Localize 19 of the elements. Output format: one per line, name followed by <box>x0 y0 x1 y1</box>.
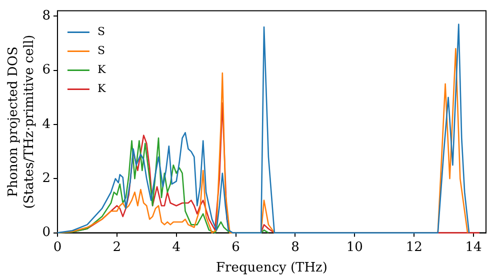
legend-label: K <box>97 82 106 96</box>
y-tick-label: 6 <box>42 62 50 78</box>
x-tick-label: 12 <box>406 240 422 255</box>
x-tick-label: 4 <box>172 240 180 255</box>
y-tick-label: 2 <box>42 171 50 186</box>
legend-label: S <box>97 44 106 58</box>
legend-label: K <box>97 63 106 76</box>
x-tick-label: 10 <box>346 240 363 255</box>
y-tick-label: 8 <box>42 8 50 24</box>
x-tick-label: 2 <box>112 240 122 255</box>
x-tick-label: 0 <box>53 240 62 255</box>
y-tick-label: 4 <box>42 116 50 132</box>
y-axis-title: Phonon projected DOS (States/THz·primitive cell) <box>6 34 37 209</box>
x-tick-label: 6 <box>232 240 240 255</box>
x-axis-title: Frequency (THz) <box>216 260 328 276</box>
y-tick-label: 0 <box>42 225 50 240</box>
x-tick-label: 14 <box>465 240 482 255</box>
legend-label: S <box>97 25 106 38</box>
x-tick-label: 8 <box>291 240 300 255</box>
